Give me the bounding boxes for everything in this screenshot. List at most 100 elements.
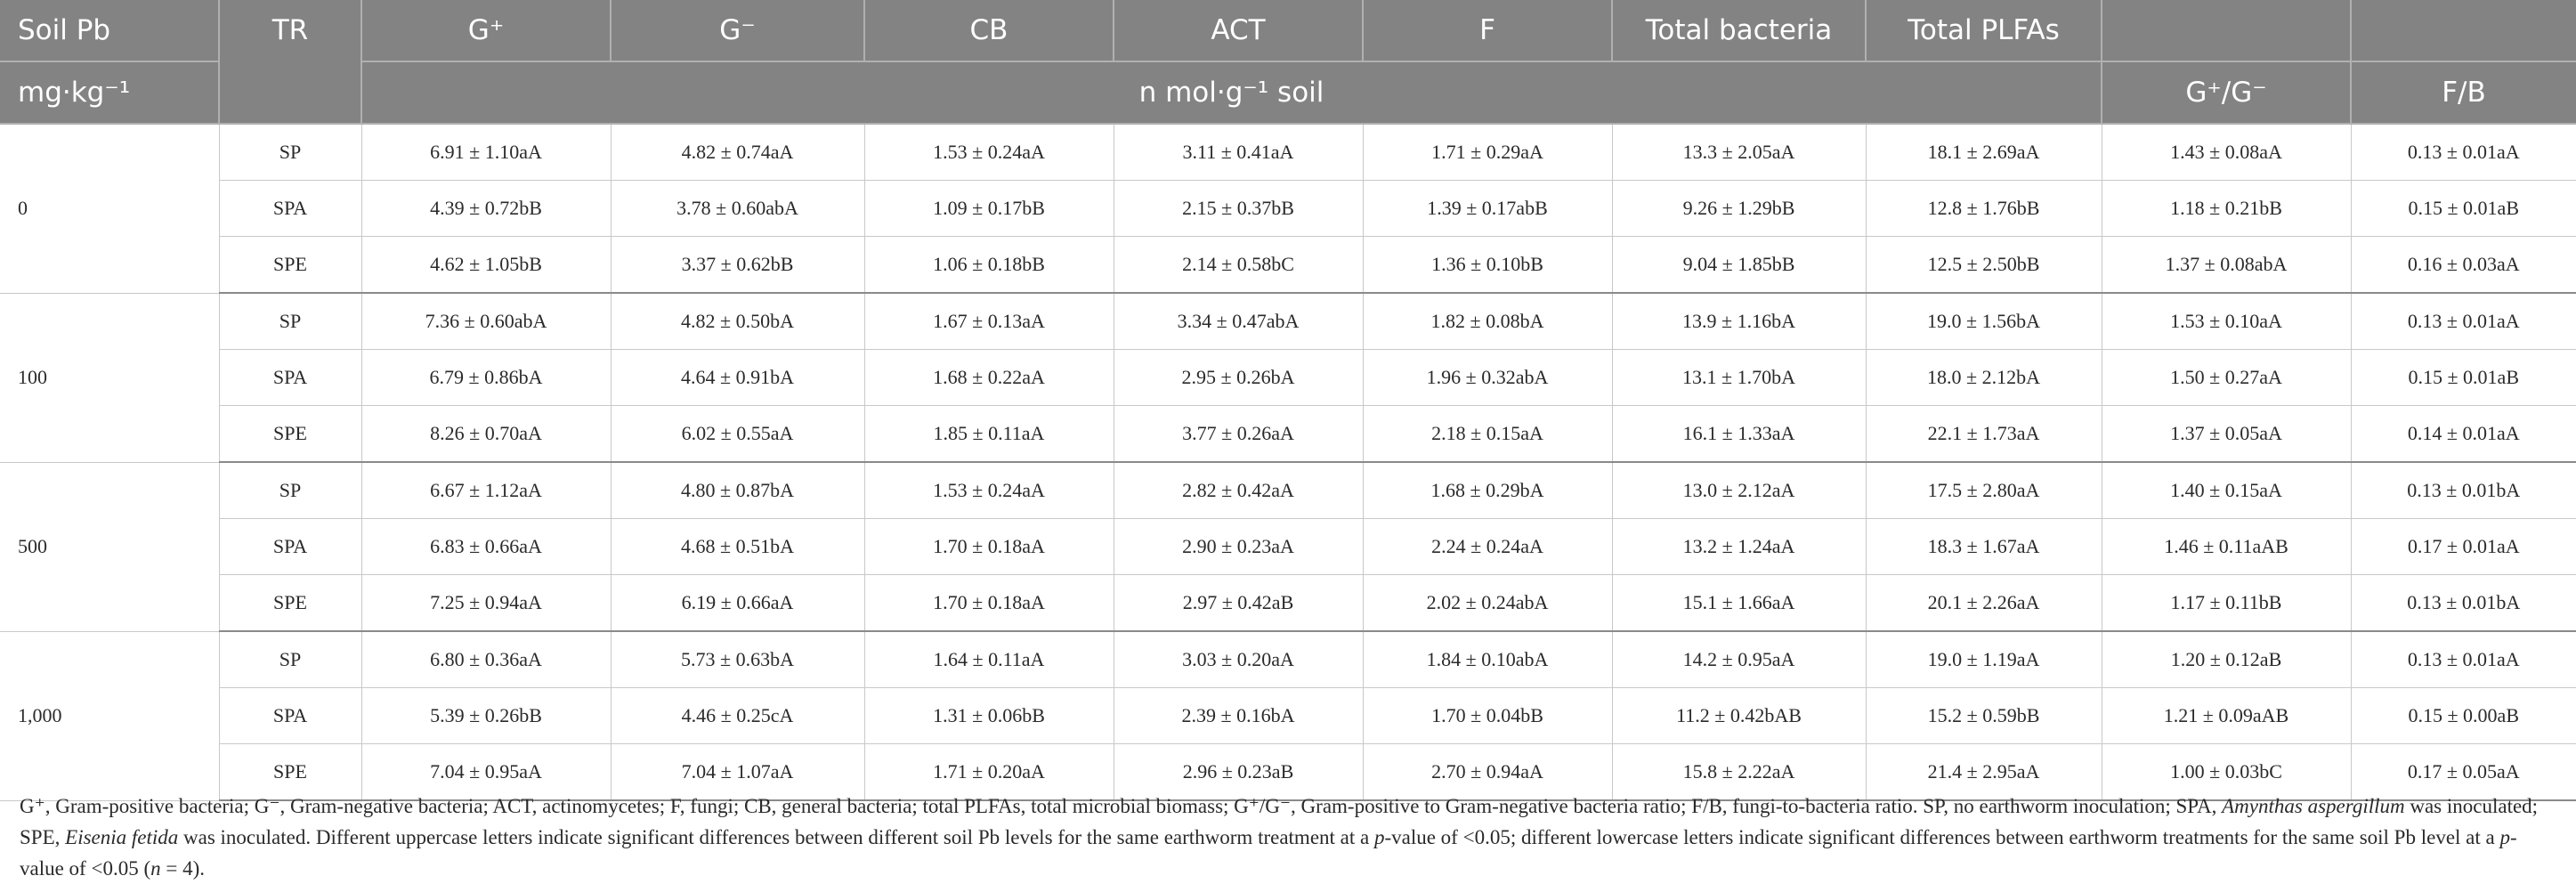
cell-cb: 1.31 ± 0.06bB (863, 687, 1114, 744)
table-row: 1,000 SP 6.80 ± 0.36aA 5.73 ± 0.63bA 1.6… (0, 631, 2576, 801)
cell-f: 1.70 ± 0.04bB (1362, 687, 1612, 744)
cell-fb: 0.15 ± 0.00aB (2350, 687, 2576, 744)
footnote-species-amynthas: Amynthas aspergillum (2222, 795, 2405, 817)
cell-act: 3.77 ± 0.26aA (1113, 405, 1363, 463)
soil-pb-level: 1,000 (0, 631, 219, 801)
table-row: SPE 7.25 ± 0.94aA 6.19 ± 0.66aA 1.70 ± 0… (0, 574, 2576, 632)
header-ratio: G⁺/G⁻ (2101, 61, 2351, 125)
cell-gpos: 6.83 ± 0.66aA (360, 518, 611, 575)
cell-gneg: 4.82 ± 0.50bA (610, 293, 864, 350)
cell-gpos: 4.39 ± 0.72bB (360, 180, 611, 237)
cell-total-plfas: 15.2 ± 0.59bB (1865, 687, 2102, 744)
table-row: SPA 6.79 ± 0.86bA 4.64 ± 0.91bA 1.68 ± 0… (0, 349, 2576, 406)
cell-gneg: 6.02 ± 0.55aA (610, 405, 864, 463)
cell-total-bacteria: 15.8 ± 2.22aA (1611, 743, 1866, 801)
header-gpos: G⁺ (360, 0, 611, 62)
table-row: SPE 8.26 ± 0.70aA 6.02 ± 0.55aA 1.85 ± 0… (0, 405, 2576, 463)
cell-total-plfas: 20.1 ± 2.26aA (1865, 574, 2102, 632)
treatment: SPA (218, 349, 361, 406)
cell-gpos: 8.26 ± 0.70aA (360, 405, 611, 463)
cell-fb: 0.17 ± 0.05aA (2350, 743, 2576, 801)
cell-cb: 1.85 ± 0.11aA (863, 405, 1114, 463)
cell-gpos: 4.62 ± 1.05bB (360, 236, 611, 294)
cell-fb: 0.17 ± 0.01aA (2350, 518, 2576, 575)
cell-gneg: 4.82 ± 0.74aA (610, 124, 864, 181)
cell-ratio: 1.53 ± 0.10aA (2101, 293, 2351, 350)
cell-f: 1.39 ± 0.17abB (1362, 180, 1612, 237)
treatment: SPE (218, 405, 361, 463)
soil-pb-level: 100 (0, 293, 219, 463)
cell-fb: 0.13 ± 0.01bA (2350, 574, 2576, 632)
cell-total-plfas: 19.0 ± 1.56bA (1865, 293, 2102, 350)
treatment: SP (218, 293, 361, 350)
cell-act: 2.95 ± 0.26bA (1113, 349, 1363, 406)
table-row: SPA 4.39 ± 0.72bB 3.78 ± 0.60abA 1.09 ± … (0, 180, 2576, 237)
cell-cb: 1.53 ± 0.24aA (863, 462, 1114, 519)
cell-fb: 0.13 ± 0.01aA (2350, 293, 2576, 350)
cell-gneg: 5.73 ± 0.63bA (610, 631, 864, 688)
cell-f: 1.96 ± 0.32abA (1362, 349, 1612, 406)
header-fb: F/B (2350, 61, 2576, 125)
header-f: F (1362, 0, 1612, 62)
treatment: SPA (218, 180, 361, 237)
header-cb: CB (863, 0, 1114, 62)
cell-total-bacteria: 14.2 ± 0.95aA (1611, 631, 1866, 688)
footnote-p-symbol: p (2499, 826, 2510, 848)
cell-total-bacteria: 11.2 ± 0.42bAB (1611, 687, 1866, 744)
cell-gneg: 4.64 ± 0.91bA (610, 349, 864, 406)
table-row: 0 SP 6.91 ± 1.10aA 4.82 ± 0.74aA 1.53 ± … (0, 124, 2576, 294)
cell-f: 2.02 ± 0.24abA (1362, 574, 1612, 632)
treatment: SPA (218, 687, 361, 744)
soil-pb-level: 0 (0, 124, 219, 294)
header-nmol-unit: n mol·g⁻¹ soil (360, 61, 2102, 125)
cell-f: 1.68 ± 0.29bA (1362, 462, 1612, 519)
cell-total-bacteria: 9.04 ± 1.85bB (1611, 236, 1866, 294)
cell-fb: 0.16 ± 0.03aA (2350, 236, 2576, 294)
footnote-text: G⁺, Gram-positive bacteria; G⁻, Gram-neg… (20, 795, 2217, 817)
cell-cb: 1.70 ± 0.18aA (863, 574, 1114, 632)
header-total-bacteria: Total bacteria (1611, 0, 1866, 62)
cell-total-bacteria: 15.1 ± 1.66aA (1611, 574, 1866, 632)
header-blank-fb (2350, 0, 2576, 62)
cell-total-plfas: 17.5 ± 2.80aA (1865, 462, 2102, 519)
footnote-text: was inoculated; SPE, (20, 795, 2539, 848)
footnote-text: was inoculated. Different uppercase lett… (178, 826, 1374, 848)
cell-total-bacteria: 13.2 ± 1.24aA (1611, 518, 1866, 575)
table-row: SPA 5.39 ± 0.26bB 4.46 ± 0.25cA 1.31 ± 0… (0, 687, 2576, 744)
cell-ratio: 1.17 ± 0.11bB (2101, 574, 2351, 632)
cell-gneg: 4.80 ± 0.87bA (610, 462, 864, 519)
cell-ratio: 1.37 ± 0.05aA (2101, 405, 2351, 463)
cell-total-plfas: 18.1 ± 2.69aA (1865, 124, 2102, 181)
cell-gpos: 5.39 ± 0.26bB (360, 687, 611, 744)
cell-gpos: 7.25 ± 0.94aA (360, 574, 611, 632)
cell-cb: 1.70 ± 0.18aA (863, 518, 1114, 575)
header-gneg: G⁻ (610, 0, 864, 62)
cell-act: 2.15 ± 0.37bB (1113, 180, 1363, 237)
header-blank-ratio (2101, 0, 2351, 62)
treatment: SPE (218, 236, 361, 294)
cell-total-plfas: 18.3 ± 1.67aA (1865, 518, 2102, 575)
footnote-species-eisenia: Eisenia fetida (65, 826, 179, 848)
cell-ratio: 1.43 ± 0.08aA (2101, 124, 2351, 181)
cell-cb: 1.53 ± 0.24aA (863, 124, 1114, 181)
table-row: SPE 7.04 ± 0.95aA 7.04 ± 1.07aA 1.71 ± 0… (0, 743, 2576, 801)
cell-ratio: 1.40 ± 0.15aA (2101, 462, 2351, 519)
footnote-text: -value of <0.05; different lowercase let… (1384, 826, 2500, 848)
cell-gneg: 3.37 ± 0.62bB (610, 236, 864, 294)
treatment: SPE (218, 743, 361, 801)
table-row: SPA 6.83 ± 0.66aA 4.68 ± 0.51bA 1.70 ± 0… (0, 518, 2576, 575)
cell-total-bacteria: 9.26 ± 1.29bB (1611, 180, 1866, 237)
plfa-table: Soil Pb TR G⁺ G⁻ CB ACT F Total bacteria… (0, 0, 2576, 801)
cell-ratio: 1.18 ± 0.21bB (2101, 180, 2351, 237)
cell-gpos: 6.67 ± 1.12aA (360, 462, 611, 519)
cell-cb: 1.06 ± 0.18bB (863, 236, 1114, 294)
cell-act: 2.96 ± 0.23aB (1113, 743, 1363, 801)
table-footnote: G⁺, Gram-positive bacteria; G⁻, Gram-neg… (20, 791, 2556, 884)
cell-ratio: 1.00 ± 0.03bC (2101, 743, 2351, 801)
cell-act: 3.34 ± 0.47abA (1113, 293, 1363, 350)
cell-gpos: 7.36 ± 0.60abA (360, 293, 611, 350)
cell-act: 2.39 ± 0.16bA (1113, 687, 1363, 744)
header-act: ACT (1113, 0, 1363, 62)
header-unit: mg·kg⁻¹ (0, 61, 219, 125)
cell-fb: 0.15 ± 0.01aB (2350, 180, 2576, 237)
